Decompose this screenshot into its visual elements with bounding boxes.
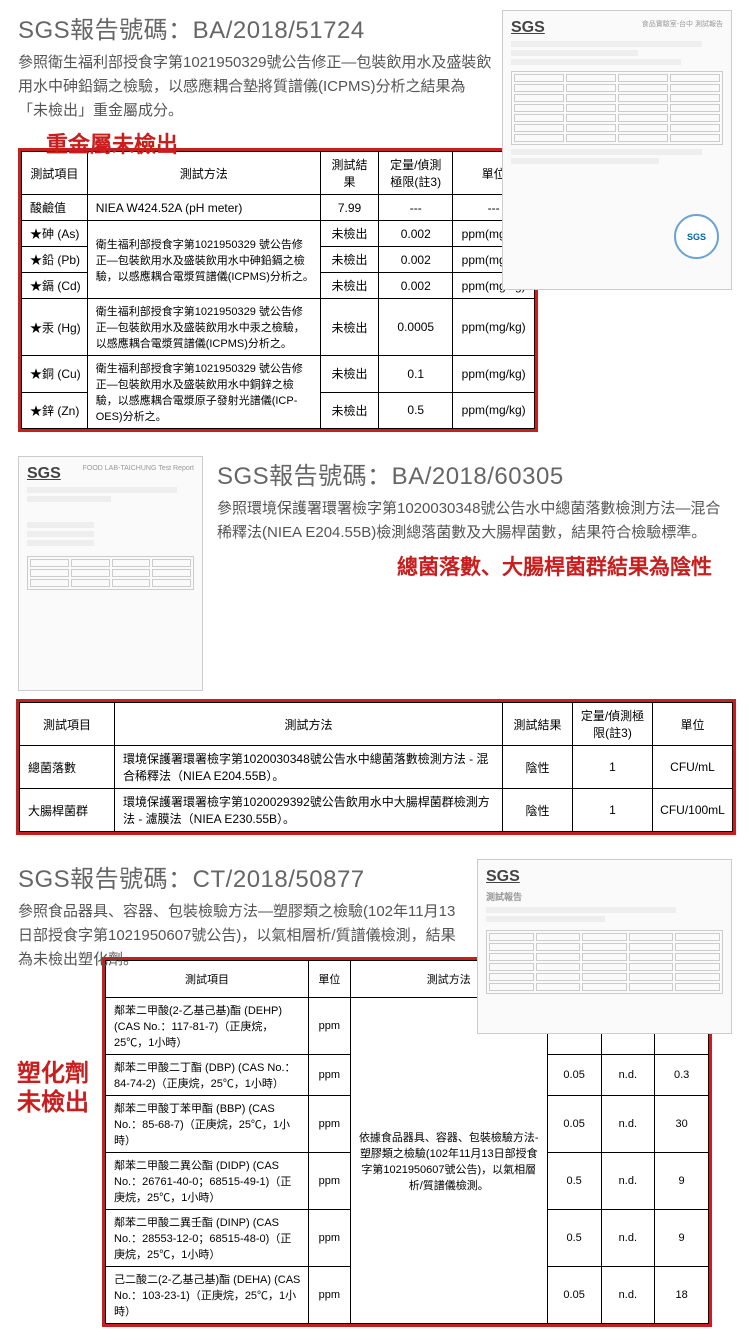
table-row: ★砷 (As)衛生福利部授食字第1021950329 號公告修正—包裝飲用水及盛… [22,221,535,247]
table-row: 總菌落數環境保護署環署檢字第1020030348號公告水中總菌落數檢測方法 - … [20,746,733,789]
table-row: 大腸桿菌群環境保護署環署檢字第1020029392號公告飲用水中大腸桿菌群檢測方… [20,789,733,832]
table-bacteria: 測試項目 測試方法 測試結果 定量/偵測極限(註3) 單位 總菌落數環境保護署環… [19,702,733,832]
sgs-logo: SGS [511,19,545,37]
table-row: 酸鹼值NIEA W424.52A (pH meter)7.99------ [22,195,535,221]
report-title-2: SGS報告號碼：BA/2018/60305 [217,456,732,491]
report-thumbnail-2: SGS FOOD LAB-TAICHUNG Test Report [18,456,203,691]
report-thumbnail-3: SGS 測試報告 [477,859,732,1034]
report-title-3: SGS報告號碼：CT/2018/50877 [18,859,467,894]
report-thumbnail-1: SGS 食品實驗室-台中 測試報告 SGS [502,10,732,290]
sgs-badge-icon: SGS [674,214,719,259]
report-title-1: SGS報告號碼：BA/2018/51724 [18,10,492,45]
table-heavy-metals: 測試項目 測試方法 測試結果 定量/偵測極限(註3) 單位 酸鹼值NIEA W4… [21,151,535,429]
sgs-logo: SGS [27,465,61,483]
report-desc-2: 參照環境保護署環署檢字第1020030348號公告水中總菌落數檢測方法—混合稀釋… [217,497,732,545]
sgs-logo: SGS [486,868,520,885]
heading-3: 塑化劑未檢出 [8,1060,98,1118]
table-row: ★銅 (Cu)衛生福利部授食字第1021950329 號公告修正—包裝飲用水及盛… [22,356,535,393]
heading-2: 總菌落數、大腸桿菌群結果為陰性 [217,551,732,581]
report-desc-3: 參照食品器具、容器、包裝檢驗方法—塑膠類之檢驗(102年11月13日部授食字第1… [18,900,467,972]
report-desc-1: 參照衛生福利部授食字第1021950329號公告修正—包裝飲用水及盛裝飲用水中砷… [18,51,492,123]
heading-1: 重金屬未檢出 [46,127,492,159]
table-row: ★汞 (Hg)衛生福利部授食字第1021950329 號公告修正—包裝飲用水及盛… [22,299,535,356]
